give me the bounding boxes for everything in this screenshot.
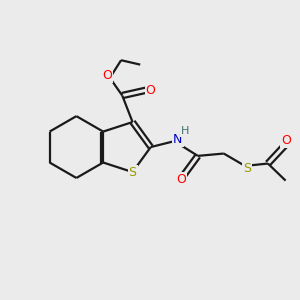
Text: O: O <box>103 69 112 82</box>
Text: S: S <box>243 162 251 175</box>
Text: O: O <box>176 173 186 186</box>
Text: N: N <box>173 133 182 146</box>
Text: O: O <box>146 84 155 97</box>
Text: S: S <box>129 166 136 178</box>
Text: H: H <box>180 126 189 136</box>
Text: O: O <box>281 134 291 147</box>
